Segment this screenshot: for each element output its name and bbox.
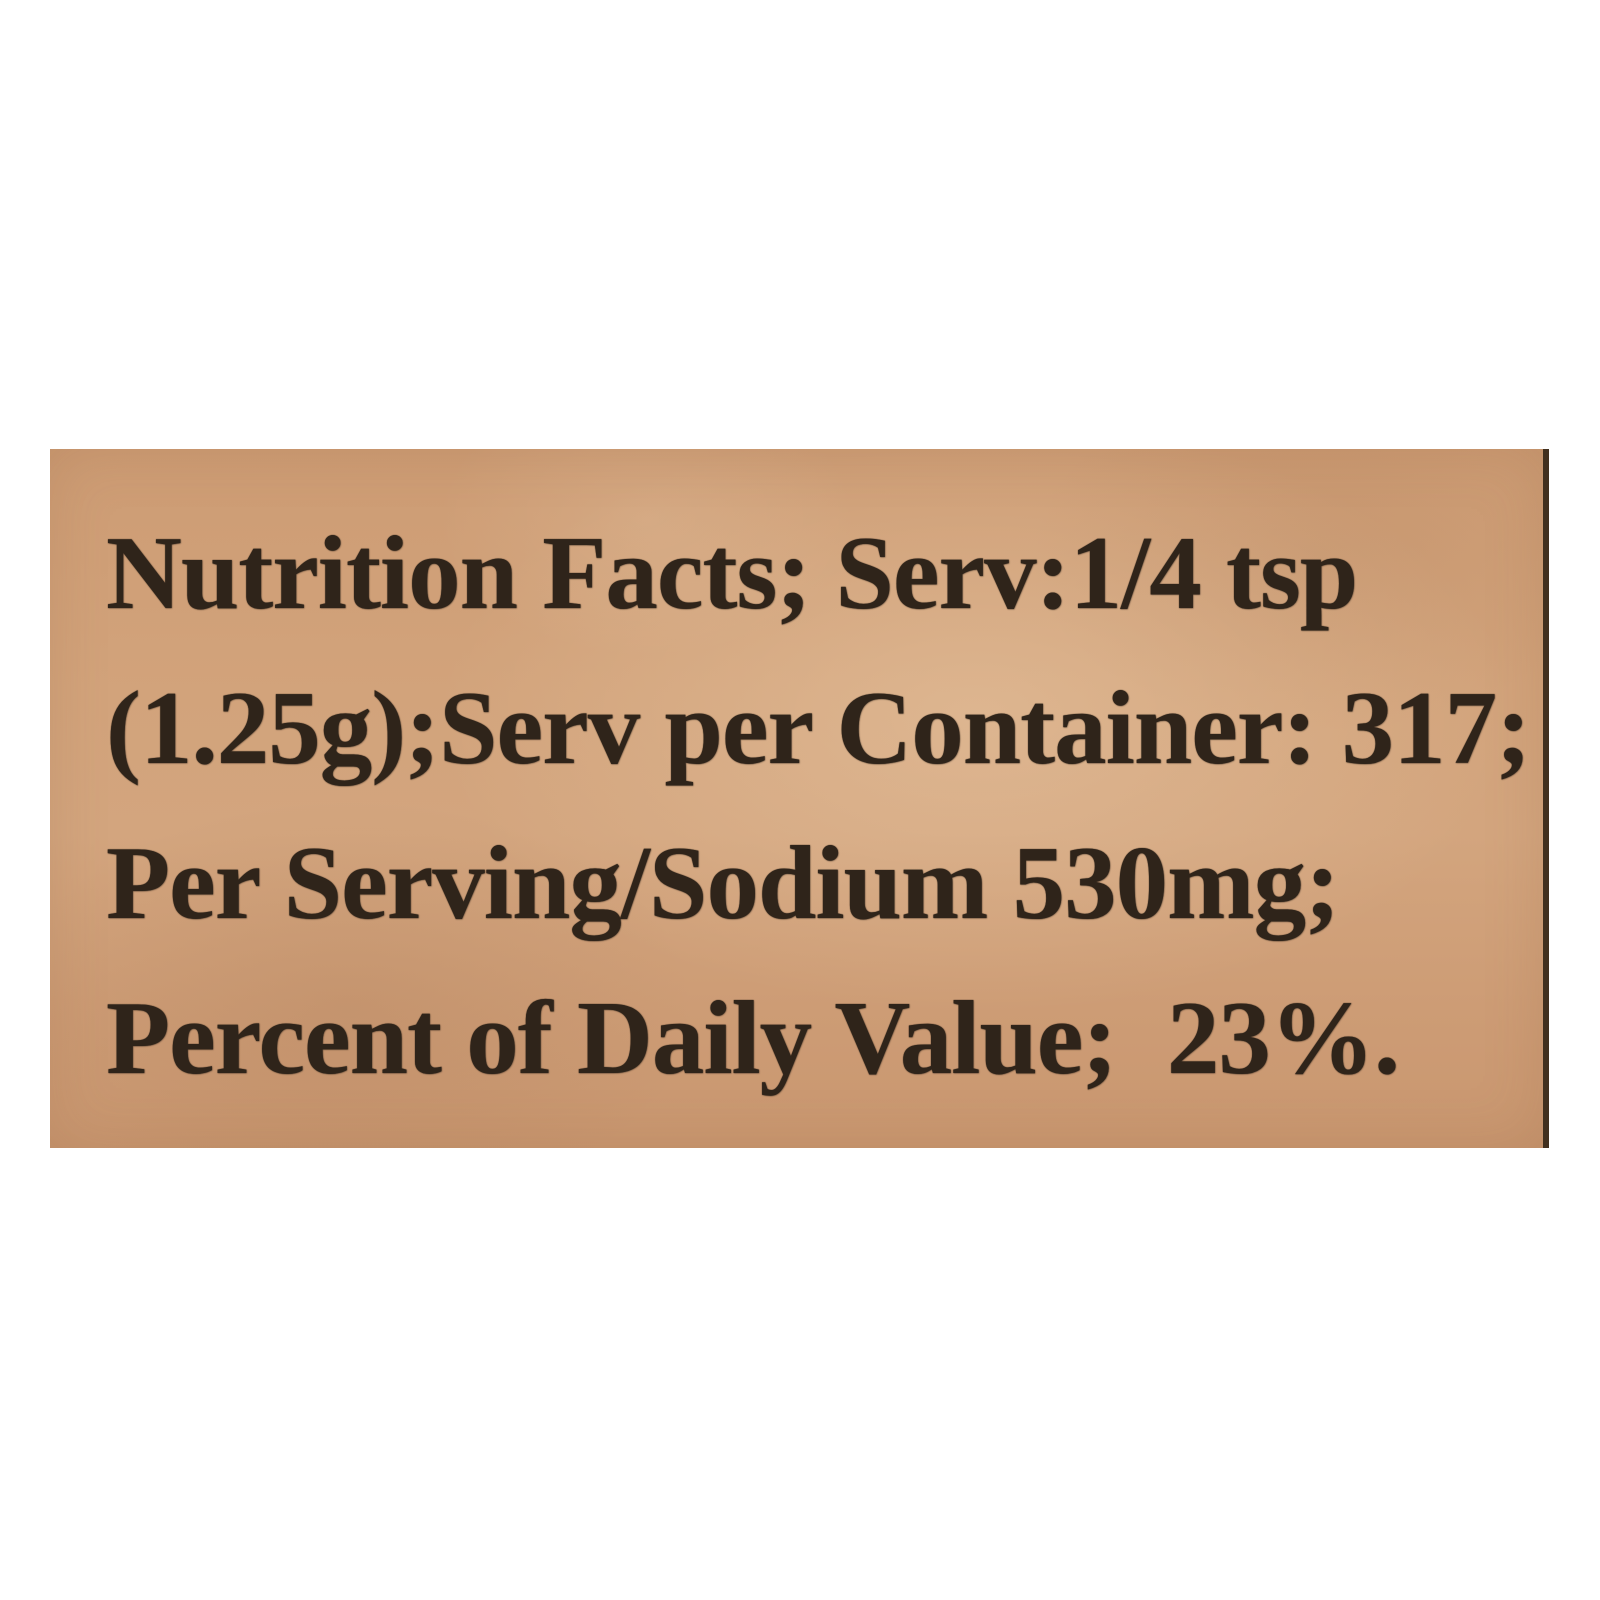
label-line-daily-value: Percent of Daily Value; 23%. xyxy=(106,979,1400,1096)
nutrition-label: Nutrition Facts; Serv:1/4 tsp (1.25g);Se… xyxy=(50,449,1549,1148)
label-line-sodium: Per Serving/Sodium 530mg; xyxy=(106,824,1340,941)
label-line-serving: Nutrition Facts; Serv:1/4 tsp xyxy=(106,514,1358,631)
nutrition-label-text: Nutrition Facts; Serv:1/4 tsp (1.25g);Se… xyxy=(106,495,1543,1115)
label-line-container: (1.25g);Serv per Container: 317; xyxy=(106,669,1531,786)
